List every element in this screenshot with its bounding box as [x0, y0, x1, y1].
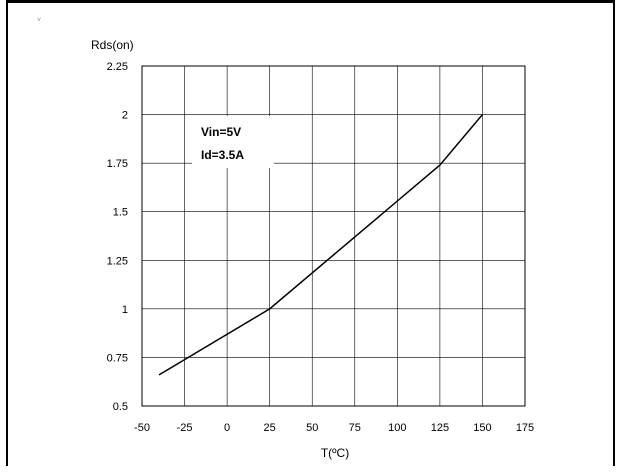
chart-frame [6, 0, 615, 466]
y-tick-label: 1.75 [107, 158, 128, 170]
y-tick-label: 2 [122, 110, 128, 122]
annotation-box [192, 116, 274, 168]
y-tick-label: 1.5 [113, 207, 128, 219]
series-line [158, 114, 484, 376]
y-tick-label: 0.75 [107, 352, 128, 364]
x-tick-label: 100 [388, 422, 406, 434]
corner-mark: ˅ [37, 17, 41, 24]
x-tick-label: 75 [349, 422, 361, 434]
y-tick-labels: 2.25 2 1.75 1.5 1.25 1 0.75 0.5 [107, 61, 128, 413]
y-tick-label: 1 [122, 304, 128, 316]
x-tick-label: 175 [516, 422, 534, 434]
annotation-vin: Vin=5V [201, 125, 241, 139]
x-axis-title: T(ºC) [321, 446, 349, 460]
x-tick-label: 150 [473, 422, 491, 434]
annotation-id: Id=3.5A [201, 148, 244, 162]
plot-area [141, 65, 526, 407]
x-tick-label: -25 [177, 422, 193, 434]
y-tick-label: 2.25 [107, 61, 128, 73]
x-tick-label: 125 [431, 422, 449, 434]
y-tick-label: 1.25 [107, 255, 128, 267]
y-tick-label: 0.5 [113, 401, 128, 413]
x-tick-label: 50 [306, 422, 318, 434]
x-tick-label: 25 [264, 422, 276, 434]
x-tick-label: 0 [224, 422, 230, 434]
x-tick-label: -50 [134, 422, 150, 434]
y-axis-title: Rds(on) [91, 38, 134, 52]
x-tick-labels: -50 -25 0 25 50 75 100 125 150 175 [134, 422, 534, 434]
